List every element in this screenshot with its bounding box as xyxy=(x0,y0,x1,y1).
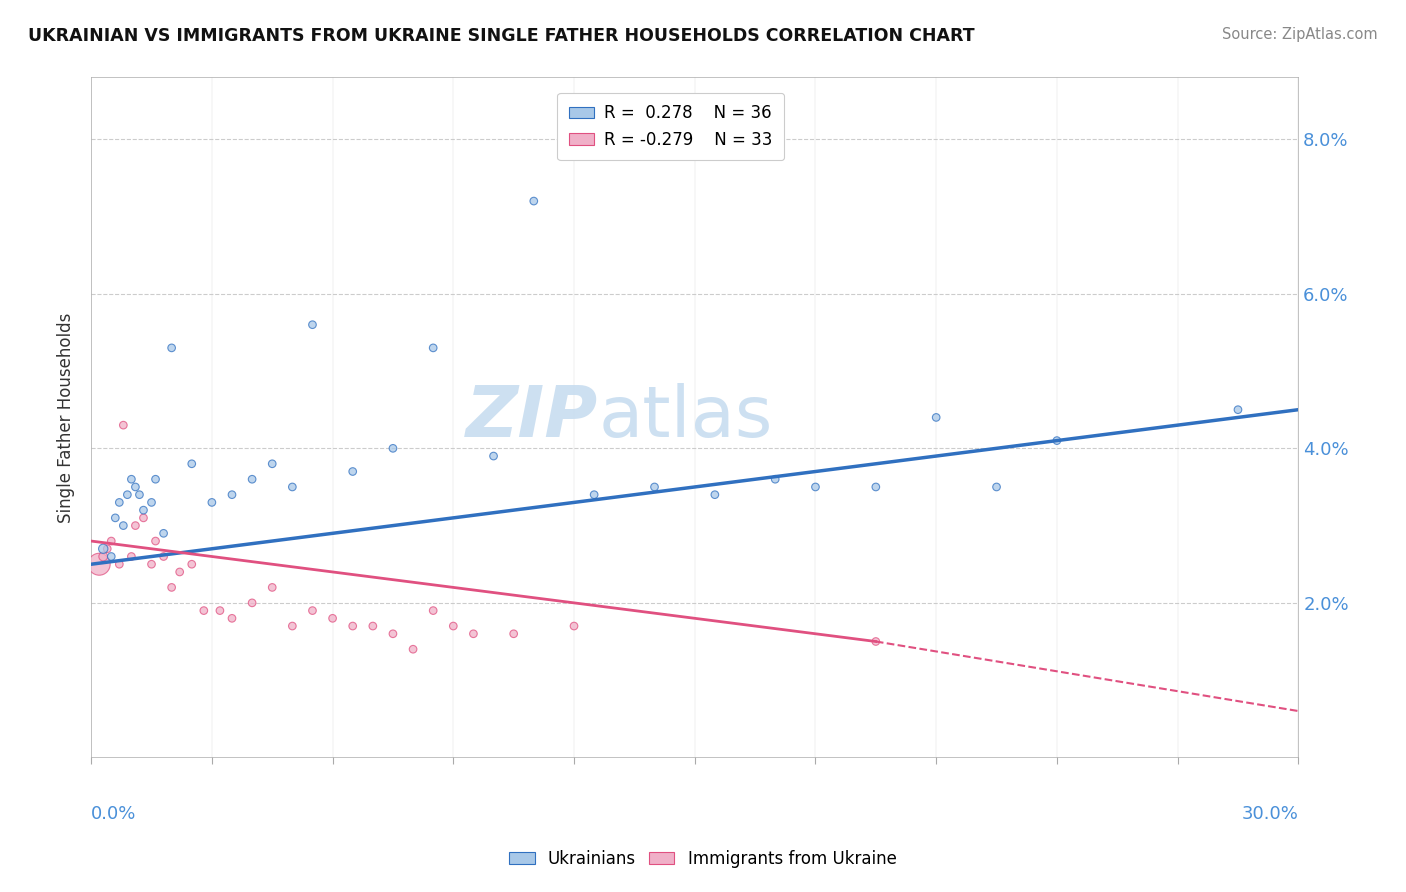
Point xyxy=(89,558,111,572)
Point xyxy=(180,457,202,471)
Point xyxy=(112,418,135,433)
Point xyxy=(986,480,1008,494)
Point xyxy=(301,604,323,618)
Point xyxy=(703,488,725,502)
Point xyxy=(124,480,146,494)
Point xyxy=(100,534,122,549)
Point xyxy=(221,488,243,502)
Point xyxy=(865,480,887,494)
Point xyxy=(1226,402,1249,417)
Point xyxy=(361,619,384,633)
Point xyxy=(301,318,323,332)
Point xyxy=(281,480,304,494)
Legend: Ukrainians, Immigrants from Ukraine: Ukrainians, Immigrants from Ukraine xyxy=(503,844,903,875)
Text: 30.0%: 30.0% xyxy=(1241,805,1298,823)
Point xyxy=(763,472,786,486)
Point xyxy=(644,480,666,494)
Point xyxy=(583,488,606,502)
Point xyxy=(108,558,131,572)
Point xyxy=(381,442,404,456)
Point xyxy=(120,549,142,564)
Point xyxy=(804,480,827,494)
Point xyxy=(160,341,183,355)
Text: ZIP: ZIP xyxy=(465,383,598,452)
Point xyxy=(180,558,202,572)
Point xyxy=(193,604,215,618)
Point xyxy=(201,495,224,509)
Point xyxy=(145,534,167,549)
Point xyxy=(141,558,163,572)
Point xyxy=(169,565,191,579)
Point xyxy=(523,194,546,208)
Point xyxy=(120,472,142,486)
Point xyxy=(96,541,118,556)
Point xyxy=(112,518,135,533)
Point xyxy=(342,465,364,479)
Point xyxy=(221,611,243,625)
Text: atlas: atlas xyxy=(598,383,772,452)
Point xyxy=(342,619,364,633)
Text: UKRAINIAN VS IMMIGRANTS FROM UKRAINE SINGLE FATHER HOUSEHOLDS CORRELATION CHART: UKRAINIAN VS IMMIGRANTS FROM UKRAINE SIN… xyxy=(28,27,974,45)
Point xyxy=(562,619,585,633)
Point xyxy=(117,488,139,502)
Point xyxy=(402,642,425,657)
Text: Source: ZipAtlas.com: Source: ZipAtlas.com xyxy=(1222,27,1378,42)
Point xyxy=(240,472,263,486)
Point xyxy=(128,488,150,502)
Point xyxy=(322,611,344,625)
Point xyxy=(925,410,948,425)
Point xyxy=(132,511,155,525)
Point xyxy=(281,619,304,633)
Point xyxy=(502,627,524,641)
Point xyxy=(141,495,163,509)
Point xyxy=(1046,434,1069,448)
Point xyxy=(91,541,114,556)
Point xyxy=(160,581,183,595)
Point xyxy=(422,341,444,355)
Point xyxy=(441,619,464,633)
Point xyxy=(145,472,167,486)
Point xyxy=(422,604,444,618)
Point xyxy=(124,518,146,533)
Point xyxy=(240,596,263,610)
Point xyxy=(262,581,284,595)
Point xyxy=(152,526,174,541)
Y-axis label: Single Father Households: Single Father Households xyxy=(58,312,75,523)
Point xyxy=(100,549,122,564)
Point xyxy=(482,449,505,463)
Point xyxy=(463,627,485,641)
Legend: R =  0.278    N = 36, R = -0.279    N = 33: R = 0.278 N = 36, R = -0.279 N = 33 xyxy=(557,93,785,161)
Point xyxy=(104,511,127,525)
Point xyxy=(381,627,404,641)
Point xyxy=(208,604,231,618)
Text: 0.0%: 0.0% xyxy=(91,805,136,823)
Point xyxy=(262,457,284,471)
Point xyxy=(865,634,887,648)
Point xyxy=(152,549,174,564)
Point xyxy=(132,503,155,517)
Point xyxy=(91,549,114,564)
Point xyxy=(108,495,131,509)
